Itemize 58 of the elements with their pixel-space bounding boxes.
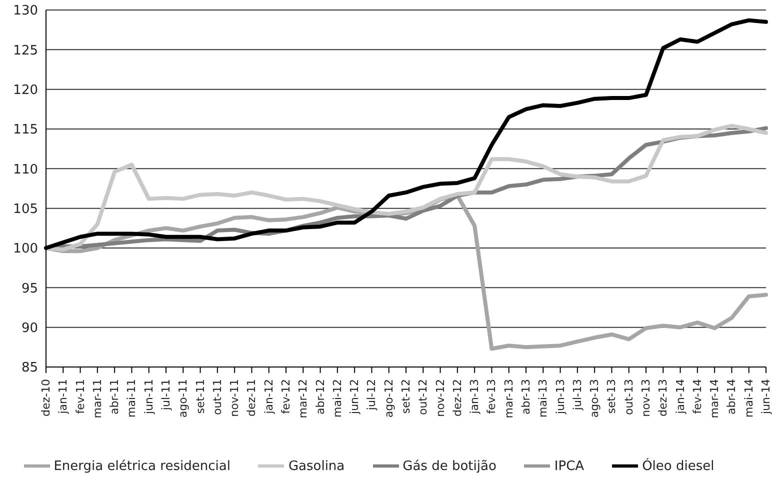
x-tick-label: jan-13 bbox=[468, 379, 482, 415]
legend-label: Gás de botijão bbox=[402, 458, 496, 474]
y-tick-label: 110 bbox=[13, 162, 38, 178]
y-tick-label: 115 bbox=[13, 122, 38, 138]
x-tick-label: abr-12 bbox=[314, 379, 327, 415]
x-tick-label: jan-14 bbox=[674, 379, 687, 415]
legend-label: Energia elétrica residencial bbox=[54, 458, 230, 474]
y-tick-label: 95 bbox=[21, 281, 38, 296]
x-tick-label: out-11 bbox=[210, 379, 224, 415]
x-tick-label: jan-11 bbox=[56, 379, 70, 415]
x-tick-label: jan-12 bbox=[262, 379, 276, 415]
x-tick-label: jun-14 bbox=[760, 379, 772, 415]
y-tick-label: 125 bbox=[13, 43, 38, 58]
x-tick-label: ago-12 bbox=[382, 379, 396, 418]
x-tick-label: nov-12 bbox=[434, 379, 447, 417]
x-tick-label: dez-12 bbox=[450, 379, 464, 416]
x-tick-label: dez-13 bbox=[656, 379, 670, 416]
x-tick-label: fev-11 bbox=[74, 379, 87, 414]
x-tick-label: abr-13 bbox=[520, 379, 532, 415]
x-tick-label: jul-12 bbox=[365, 379, 378, 412]
x-tick-label: nov-11 bbox=[228, 379, 242, 417]
x-tick-label: jun-12 bbox=[348, 379, 362, 415]
x-tick-label: mai-12 bbox=[330, 379, 344, 418]
x-tick-label: dez-10 bbox=[40, 379, 52, 416]
x-tick-label: mar-11 bbox=[90, 379, 104, 418]
y-tick-label: 105 bbox=[13, 202, 38, 217]
x-tick-label: ago-13 bbox=[588, 379, 602, 418]
x-tick-label: fev-14 bbox=[690, 379, 704, 414]
x-tick-label: out-13 bbox=[622, 379, 636, 415]
x-tick-label: mar-12 bbox=[296, 379, 310, 418]
y-tick-label: 85 bbox=[21, 360, 38, 376]
x-tick-label: mai-13 bbox=[536, 379, 550, 418]
legend-label: IPCA bbox=[554, 458, 584, 474]
y-tick-label: 130 bbox=[13, 4, 38, 19]
x-tick-label: set-13 bbox=[605, 379, 618, 414]
x-tick-label: abr-14 bbox=[725, 379, 738, 415]
x-tick-label: ago-11 bbox=[176, 379, 190, 418]
x-tick-label: set-11 bbox=[194, 379, 207, 414]
x-tick-label: mai-11 bbox=[125, 379, 138, 418]
x-tick-label: fev-12 bbox=[280, 379, 292, 414]
legend-label: Gasolina bbox=[288, 458, 345, 474]
x-tick-label: dez-11 bbox=[245, 379, 258, 416]
x-tick-label: abr-11 bbox=[108, 379, 122, 415]
legend-label: Óleo diesel bbox=[642, 458, 714, 474]
y-tick-label: 120 bbox=[13, 82, 38, 98]
x-tick-label: jul-11 bbox=[160, 379, 172, 412]
x-tick-label: set-12 bbox=[400, 379, 412, 414]
x-tick-label: mar-13 bbox=[502, 379, 516, 418]
x-tick-label: nov-13 bbox=[640, 379, 652, 417]
y-tick-label: 90 bbox=[21, 320, 38, 336]
x-tick-label: fev-13 bbox=[485, 379, 498, 414]
x-tick-label: jun-11 bbox=[142, 379, 156, 415]
x-tick-label: jun-13 bbox=[554, 379, 567, 415]
y-tick-label: 100 bbox=[13, 242, 38, 257]
x-tick-label: out-12 bbox=[416, 379, 430, 415]
x-tick-label: mar-14 bbox=[708, 379, 722, 418]
x-tick-label: mai-14 bbox=[742, 379, 756, 418]
x-tick-label: jul-13 bbox=[570, 379, 584, 412]
